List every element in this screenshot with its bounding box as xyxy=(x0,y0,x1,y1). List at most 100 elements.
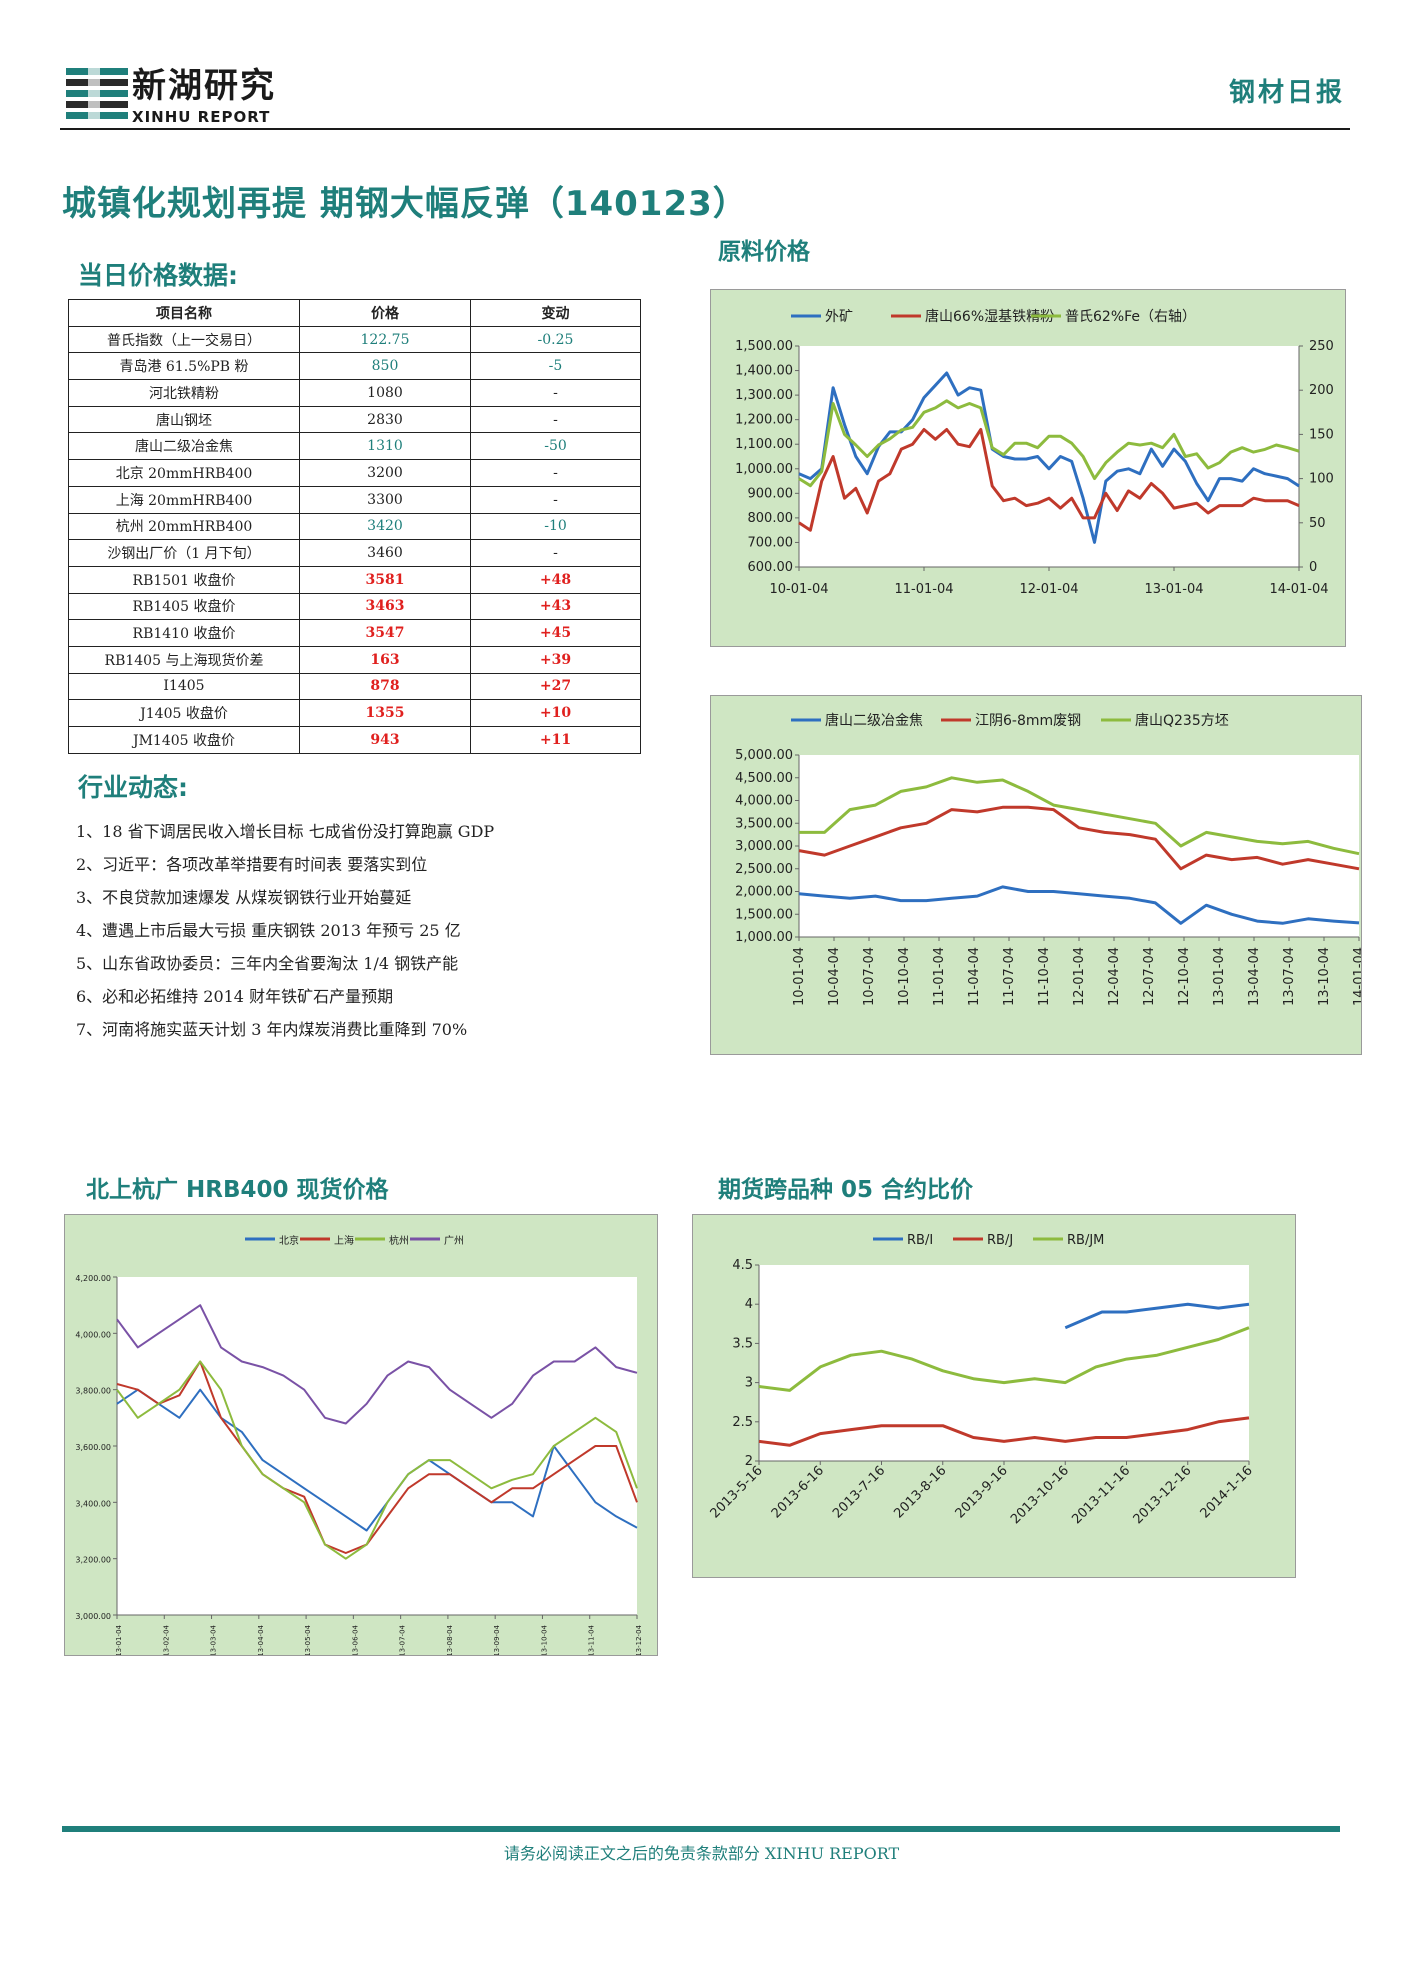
legend-label: 外矿 xyxy=(825,309,853,325)
y2-tick-label: 250 xyxy=(1309,339,1334,354)
series-line-2 xyxy=(799,776,1360,856)
legend-label: 北京 xyxy=(279,1234,299,1247)
column-header: 项目名称 xyxy=(68,299,300,327)
y-tick-label: 2,000.00 xyxy=(735,885,793,900)
y-tick-label: 5,000.00 xyxy=(735,748,793,763)
row-name: 唐山二级冶金焦 xyxy=(68,432,300,461)
y-tick-label: 3.5 xyxy=(732,1336,753,1351)
y-tick-label: 2 xyxy=(745,1454,753,1469)
x-tick-label: 11-01-04 xyxy=(894,582,953,597)
chart-hrb400: 4,200.00 4,000.00 3,800.00 3,600.00 3,400.00… xyxy=(64,1214,658,1656)
x-tick-label: 2013-04-04 xyxy=(257,1624,265,1655)
x-tick-label: 12-10-04 xyxy=(1177,947,1192,1006)
x-tick-label: 2013-11-16 xyxy=(1069,1463,1133,1527)
x-tick-label: 12-04-04 xyxy=(1107,947,1122,1006)
y-tick-label: 1,200.00 xyxy=(735,413,793,428)
news-item: 7、河南将施实蓝天计划 3 年内煤炭消费比重降到 70% xyxy=(76,1020,468,1039)
section-title-hrb400: 北上杭广 HRB400 现货价格 xyxy=(86,1177,389,1203)
x-tick-label: 2013-05-04 xyxy=(304,1624,312,1655)
table-row: 上海 20mmHRB400 3300- xyxy=(68,485,641,514)
x-tick-label: 12-07-04 xyxy=(1142,947,1157,1006)
news-item: 5、山东省政协委员：三年内全省要淘汰 1/4 钢铁产能 xyxy=(76,954,459,973)
legend-label: 唐山66%湿基铁精粉 xyxy=(925,308,1054,325)
series-line-1 xyxy=(116,1360,638,1554)
series-line-1 xyxy=(758,1416,1250,1447)
table-row: RB1405 收盘价 3463 +43 xyxy=(68,592,641,621)
x-tick-label: 13-10-04 xyxy=(1317,947,1332,1006)
x-tick-label: 2013-09-04 xyxy=(493,1624,501,1655)
legend-label: 江阴6-8mm废钢 xyxy=(975,713,1081,729)
row-name: 普氏指数（上一交易日） xyxy=(68,325,300,354)
header-divider xyxy=(60,128,1350,130)
plot-area xyxy=(117,1277,637,1615)
series-line-2 xyxy=(798,399,1300,488)
y-tick-label: 1,300.00 xyxy=(735,388,793,403)
y-tick-label: 3,400.00 xyxy=(75,1499,111,1508)
y2-tick-label: 200 xyxy=(1309,383,1334,398)
row-name: 青岛港 61.5%PB 粉 xyxy=(68,352,300,381)
row-name: 唐山钢坯 xyxy=(68,405,300,434)
chart-coke-scrap-billet: 5,000.00 4,500.00 4,000.00 3,500.00 3,000.00… xyxy=(710,695,1362,1055)
row-price: 1080 xyxy=(299,379,471,407)
table-row: 唐山二级冶金焦 1310 -50 xyxy=(68,432,641,461)
section-title-raw-material: 原料价格 xyxy=(718,239,810,265)
row-price: 3581 xyxy=(299,565,471,594)
row-change: - xyxy=(470,459,641,487)
x-tick-label: 2013-02-04 xyxy=(162,1624,170,1655)
y-tick-label: 3,200.00 xyxy=(75,1556,111,1565)
x-tick-label: 10-07-04 xyxy=(862,947,877,1006)
legend-label: 普氏62%Fe（右轴） xyxy=(1065,309,1196,325)
row-name: 北京 20mmHRB400 xyxy=(68,459,300,487)
y-tick-label: 600.00 xyxy=(748,560,794,575)
x-tick-label: 2013-10-16 xyxy=(1008,1463,1072,1527)
x-tick-label: 13-04-04 xyxy=(1247,947,1262,1006)
y-tick-label: 700.00 xyxy=(748,535,794,550)
plot-area xyxy=(799,755,1359,937)
table-row: I1405 878 +27 xyxy=(68,672,641,701)
table-header-row: 项目名称 价格 变动 xyxy=(68,299,641,327)
x-tick-label: 11-10-04 xyxy=(1037,947,1052,1006)
row-price: 943 xyxy=(299,726,471,754)
y-tick-label: 3,600.00 xyxy=(75,1443,111,1452)
news-item: 1、18 省下调居民收入增长目标 七成省份没打算跑赢 GDP xyxy=(76,822,495,841)
row-change: -10 xyxy=(470,512,641,541)
x-tick-label: 12-01-04 xyxy=(1019,582,1078,597)
row-price: 850 xyxy=(299,352,471,381)
x-tick-label: 14-01-04 xyxy=(1352,947,1361,1006)
row-name: RB1501 收盘价 xyxy=(68,565,300,594)
row-price: 3420 xyxy=(299,512,471,541)
y-tick-label: 3,000.00 xyxy=(75,1612,111,1621)
x-tick-label: 2013-06-04 xyxy=(351,1624,359,1655)
x-tick-label: 2013-8-16 xyxy=(891,1463,949,1521)
y-tick-label: 3,800.00 xyxy=(75,1387,111,1396)
x-tick-label: 2013-01-04 xyxy=(115,1624,123,1655)
x-tick-label: 2013-9-16 xyxy=(953,1463,1011,1521)
table-row: J1405 收盘价 1355 +10 xyxy=(68,699,641,727)
row-change: - xyxy=(470,485,641,514)
plot-area xyxy=(759,1265,1249,1461)
x-tick-label: 2013-6-16 xyxy=(769,1463,827,1521)
y-tick-label: 1,400.00 xyxy=(735,364,793,379)
row-price: 122.75 xyxy=(299,325,471,354)
table-row: RB1501 收盘价 3581 +48 xyxy=(68,565,641,594)
chart-raw-material: 1,500.00 1,400.00 1,300.00 1,200.00 1,100.00… xyxy=(710,289,1346,647)
row-change: -50 xyxy=(470,432,641,461)
row-price: 3463 xyxy=(299,592,471,621)
row-name: 上海 20mmHRB400 xyxy=(68,485,300,514)
row-name: 杭州 20mmHRB400 xyxy=(68,512,300,541)
y2-tick-label: 150 xyxy=(1309,427,1334,442)
y-tick-label: 4.5 xyxy=(732,1258,753,1273)
chart-ratio: 4.5 4 3.5 3 2.5 2 2013-5-16 2013-6-16 2013-7-16 2… xyxy=(692,1214,1296,1578)
y-tick-label: 3,500.00 xyxy=(735,816,793,831)
y2-tick-label: 0 xyxy=(1309,560,1317,575)
row-change: - xyxy=(470,539,641,567)
row-price: 3300 xyxy=(299,485,471,514)
row-change: +10 xyxy=(470,699,641,727)
legend-label: 上海 xyxy=(334,1234,354,1247)
row-price: 878 xyxy=(299,672,471,701)
news-item: 6、必和必拓维持 2014 财年铁矿石产量预期 xyxy=(76,987,394,1006)
x-tick-label: 11-01-04 xyxy=(932,947,947,1006)
row-name: 河北铁精粉 xyxy=(68,379,300,407)
row-name: 沙钢出厂价（1 月下旬） xyxy=(68,539,300,567)
